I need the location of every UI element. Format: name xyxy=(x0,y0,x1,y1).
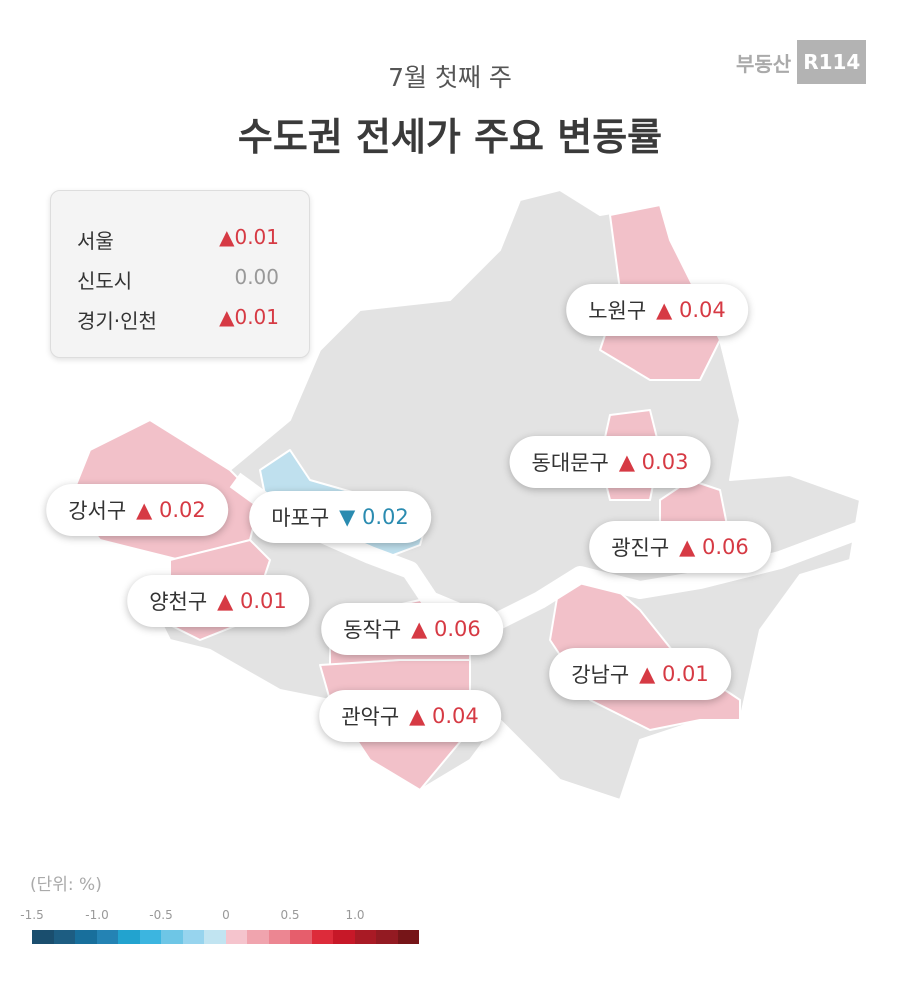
region-value: 0.01 xyxy=(234,305,279,329)
scale-swatch xyxy=(32,930,54,944)
summary-row-newtown: 신도시 0.00 xyxy=(77,265,279,294)
logo-box: R114 xyxy=(797,40,867,84)
scale-swatch xyxy=(161,930,183,944)
scale-swatch xyxy=(290,930,312,944)
scale-tick: -0.5 xyxy=(149,908,173,922)
region-label: 경기·인천 xyxy=(77,309,157,333)
district-label: 양천구 ▲ 0.01 xyxy=(127,575,309,627)
summary-row-seoul: 서울 ▲0.01 xyxy=(77,225,279,254)
district-value: 0.02 xyxy=(159,498,206,522)
district-name: 강남구 xyxy=(571,663,630,687)
scale-swatch xyxy=(225,930,247,944)
han-river xyxy=(229,472,864,634)
up-arrow-icon: ▲ xyxy=(136,498,153,522)
region-label: 신도시 xyxy=(77,269,133,293)
district-label: 노원구 ▲ 0.04 xyxy=(566,284,748,336)
region-value: 0.01 xyxy=(234,225,279,249)
up-arrow-icon: ▲ xyxy=(219,225,235,249)
district-label: 마포구 ▼ 0.02 xyxy=(249,491,431,543)
district-name: 양천구 xyxy=(149,590,208,614)
district-label: 광진구 ▲ 0.06 xyxy=(589,521,771,573)
district-name: 동작구 xyxy=(343,618,402,642)
district-name: 강서구 xyxy=(68,499,127,523)
district-name: 동대문구 xyxy=(531,451,609,475)
summary-row-gyeonggi-incheon: 경기·인천 ▲0.01 xyxy=(77,305,279,334)
down-arrow-icon: ▼ xyxy=(339,505,356,529)
up-arrow-icon: ▲ xyxy=(618,450,635,474)
district-label: 강남구 ▲ 0.01 xyxy=(549,648,731,700)
district-name: 노원구 xyxy=(588,299,647,323)
district-value: 0.06 xyxy=(434,617,481,641)
district-value: 0.03 xyxy=(641,450,689,474)
scale-swatch xyxy=(96,930,118,944)
district-value: 0.01 xyxy=(240,589,287,613)
district-label: 관악구 ▲ 0.04 xyxy=(319,690,501,742)
scale-swatch xyxy=(247,930,269,944)
district-name: 관악구 xyxy=(341,705,400,729)
scale-tick: -1.5 xyxy=(20,908,44,922)
up-arrow-icon: ▲ xyxy=(411,617,428,641)
scale-swatch xyxy=(311,930,333,944)
subtitle: 7월 첫째 주 xyxy=(388,63,512,92)
scale-swatch xyxy=(204,930,226,944)
logo-text: 부동산 xyxy=(736,51,792,76)
district-label: 동대문구 ▲ 0.03 xyxy=(509,436,711,488)
scale-swatch xyxy=(333,930,355,944)
scale-swatch xyxy=(354,930,376,944)
region-label: 서울 xyxy=(77,229,114,253)
scale-swatch xyxy=(376,930,398,944)
district-value: 0.06 xyxy=(702,535,749,559)
scale-swatch xyxy=(182,930,204,944)
up-arrow-icon: ▲ xyxy=(217,589,234,613)
district-name: 마포구 xyxy=(271,506,330,530)
district-value: 0.04 xyxy=(679,298,726,322)
scale-swatch xyxy=(268,930,290,944)
scale-tick: 0 xyxy=(222,908,230,922)
unit-label: (단위: %) xyxy=(30,875,102,895)
scale-swatch xyxy=(139,930,161,944)
scale-tick: -1.0 xyxy=(85,908,109,922)
scale-swatch xyxy=(118,930,140,944)
logo: 부동산 R114 xyxy=(736,40,867,84)
up-arrow-icon: ▲ xyxy=(409,704,426,728)
scale-tick: 1.0 xyxy=(345,908,365,922)
up-arrow-icon: ▲ xyxy=(639,662,656,686)
color-scale xyxy=(32,930,419,944)
district-value: 0.02 xyxy=(362,505,409,529)
district-value: 0.01 xyxy=(662,662,709,686)
district-label: 강서구 ▲ 0.02 xyxy=(46,484,228,536)
summary-box: 서울 ▲0.01 신도시 0.00 경기·인천 ▲0.01 xyxy=(50,190,310,358)
district-label: 동작구 ▲ 0.06 xyxy=(321,603,503,655)
district-value: 0.04 xyxy=(432,704,479,728)
up-arrow-icon: ▲ xyxy=(656,298,673,322)
up-arrow-icon: ▲ xyxy=(219,305,235,329)
region-value: 0.00 xyxy=(234,265,279,289)
page-title: 수도권 전세가 주요 변동률 xyxy=(237,115,663,159)
district-name: 광진구 xyxy=(611,536,670,560)
scale-swatch xyxy=(53,930,75,944)
up-arrow-icon: ▲ xyxy=(679,535,696,559)
scale-swatch xyxy=(75,930,97,944)
scale-tick: 0.5 xyxy=(280,908,300,922)
scale-swatch xyxy=(397,930,419,944)
